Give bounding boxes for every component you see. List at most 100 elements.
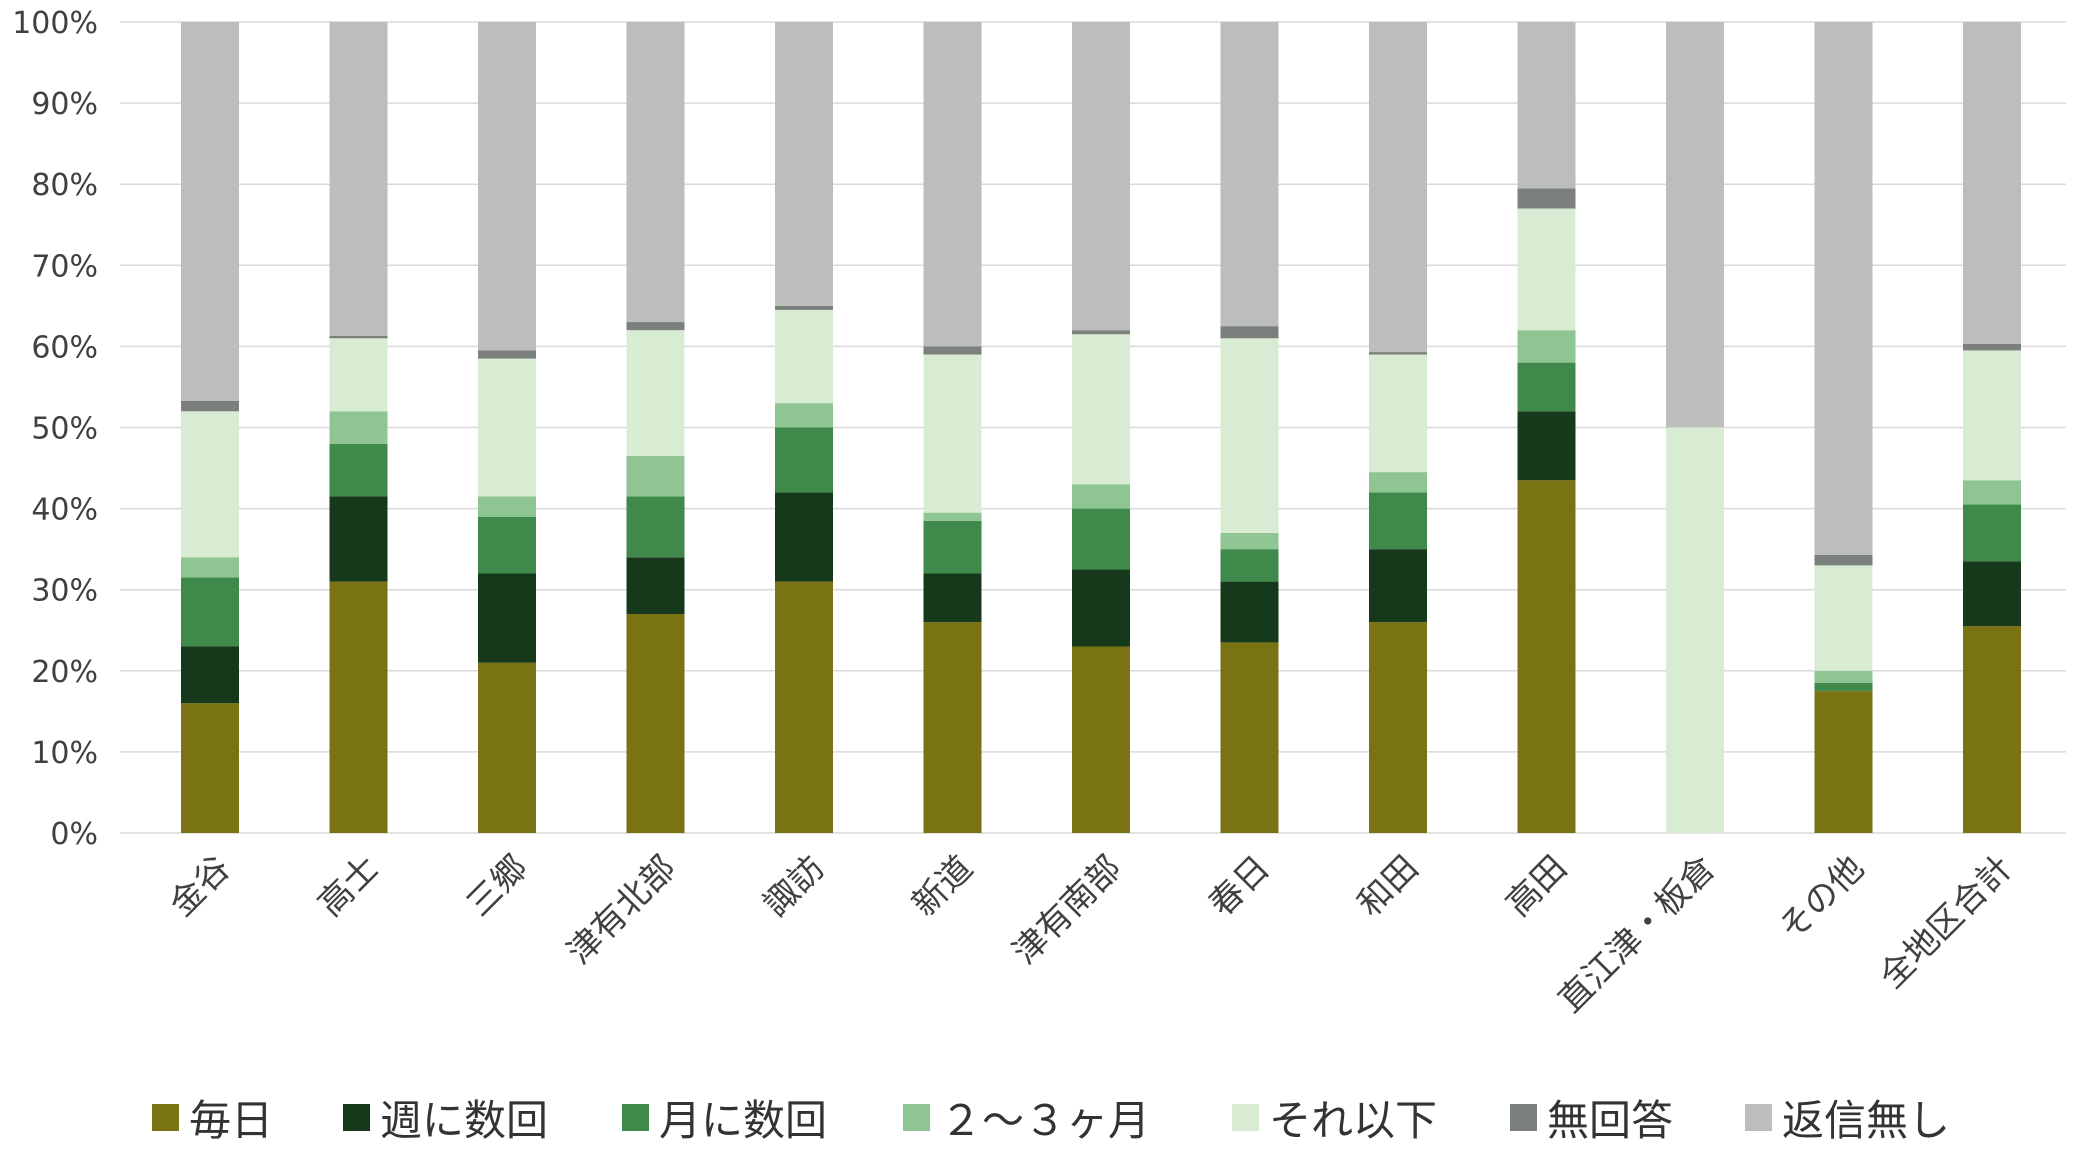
y-axis-ticks: 0% 10% 20% 30% 40% 50% 60% 70% 80% 90% 100% — [12, 6, 98, 852]
bar-segment — [181, 646, 239, 704]
bar-segment — [626, 557, 685, 615]
bar-segment — [1963, 22, 2021, 344]
y-tick-label: 10% — [31, 736, 98, 771]
bar-segment — [626, 330, 685, 456]
bar-segment — [923, 622, 982, 833]
bar-segment — [923, 512, 982, 521]
x-tick-label: その他 — [1771, 848, 1871, 948]
bar-segment — [478, 358, 536, 497]
legend-swatch — [1510, 1104, 1537, 1131]
bar-segment — [923, 573, 982, 623]
bar-segment — [1369, 354, 1427, 473]
bar-segment — [1072, 646, 1130, 833]
legend-label: 週に数回 — [380, 1096, 548, 1145]
bar-segment — [329, 496, 388, 582]
bar-segment — [181, 703, 239, 833]
bar-segment — [1963, 626, 2021, 833]
bar-segment — [1963, 350, 2021, 481]
x-tick-label: 新道 — [904, 848, 980, 924]
bar-segment — [1072, 508, 1130, 570]
legend-label: 毎日 — [189, 1096, 273, 1145]
bar-segment — [923, 520, 982, 574]
legend-label: 月に数回 — [659, 1096, 827, 1145]
bar-segment — [478, 496, 536, 517]
bar-segment — [329, 338, 388, 412]
bar-segment — [923, 346, 982, 355]
y-tick-label: 0% — [50, 817, 98, 852]
legend-label: それ以下 — [1269, 1096, 1437, 1145]
bar-segment — [1814, 22, 1873, 555]
legend-swatch — [343, 1104, 370, 1131]
bar-segment — [1072, 330, 1130, 335]
bar-segment — [1814, 670, 1873, 683]
legend-swatch — [622, 1104, 649, 1131]
y-tick-label: 80% — [31, 168, 98, 203]
bar-segment — [1963, 343, 2021, 351]
y-tick-label: 100% — [12, 6, 98, 41]
y-tick-label: 60% — [31, 330, 98, 365]
x-tick-label: 諏訪 — [756, 848, 832, 924]
legend: 毎日 週に数回 月に数回 ２～３ヶ月 それ以下 無回答 返信無し — [152, 1096, 1950, 1145]
bar-segment — [181, 557, 239, 578]
bar-segment — [1814, 565, 1873, 671]
bar-segment — [1220, 642, 1279, 833]
x-tick-label: 金谷 — [162, 848, 238, 924]
y-tick-label: 30% — [31, 574, 98, 609]
x-tick-label: 三郷 — [459, 848, 535, 924]
bar-segment — [1220, 22, 1279, 327]
y-tick-label: 50% — [31, 412, 98, 447]
bar-segment — [329, 335, 388, 339]
bar-segment — [1814, 554, 1873, 566]
bar-segment — [1220, 326, 1279, 339]
bar-segment — [1963, 504, 2021, 562]
bar-segment — [1220, 338, 1279, 533]
bar-segment — [181, 400, 239, 412]
bar-segment — [181, 411, 239, 558]
bar-segment — [1517, 411, 1576, 481]
bar-segment — [1517, 330, 1576, 363]
x-tick-label: 全地区合計 — [1872, 848, 2020, 996]
bar-segment — [1369, 22, 1427, 353]
x-tick-label: 和田 — [1350, 848, 1426, 924]
bar-segment — [1369, 622, 1427, 833]
bar-segment — [775, 22, 833, 306]
bar-segment — [181, 577, 239, 647]
bar-segment — [1814, 682, 1873, 692]
bar-segment — [1517, 208, 1576, 331]
bar-segment — [1666, 22, 1724, 428]
legend-swatch — [1745, 1104, 1772, 1131]
bar-segment — [1220, 532, 1279, 550]
bar-segment — [1220, 549, 1279, 582]
bar-segment — [329, 411, 388, 444]
x-tick-label: 津有北部 — [559, 848, 683, 972]
x-tick-label: 直江津・板倉 — [1551, 848, 1724, 1021]
bar-segment — [1369, 472, 1427, 493]
bar-segment — [923, 22, 982, 347]
x-tick-label: 高田 — [1498, 848, 1574, 924]
legend-label: 返信無し — [1782, 1096, 1950, 1145]
bars — [181, 22, 2021, 833]
bar-segment — [775, 492, 833, 582]
bar-segment — [1963, 561, 2021, 627]
y-tick-label: 90% — [31, 87, 98, 122]
bar-segment — [775, 581, 833, 833]
x-tick-label: 高士 — [310, 848, 386, 924]
bar-segment — [626, 322, 685, 331]
bar-segment — [478, 516, 536, 574]
bar-segment — [1517, 188, 1576, 209]
bar-segment — [626, 614, 685, 833]
bar-segment — [1072, 334, 1130, 485]
bar-segment — [478, 350, 536, 359]
bar-segment — [181, 22, 239, 401]
legend-swatch — [1232, 1104, 1259, 1131]
bar-segment — [478, 22, 536, 351]
y-tick-label: 20% — [31, 655, 98, 690]
bar-segment — [1369, 549, 1427, 623]
bar-segment — [478, 662, 536, 833]
bar-segment — [923, 354, 982, 513]
bar-segment — [478, 573, 536, 663]
legend-swatch — [152, 1104, 179, 1131]
legend-label: 無回答 — [1547, 1096, 1673, 1145]
